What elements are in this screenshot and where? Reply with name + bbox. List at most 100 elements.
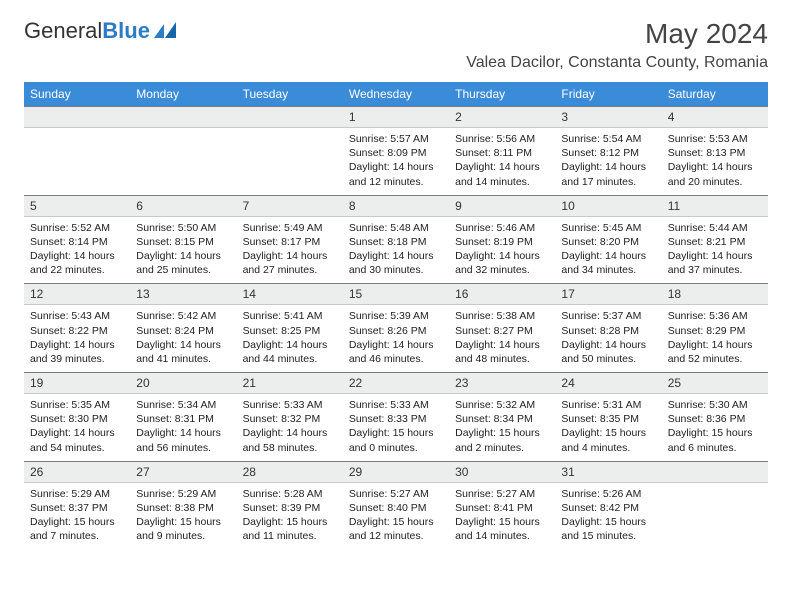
daylight-line: Daylight: 14 hours and 46 minutes.: [349, 338, 443, 366]
day-number: 21: [237, 372, 343, 394]
day-number: 9: [449, 195, 555, 217]
daylight-line: Daylight: 15 hours and 12 minutes.: [349, 515, 443, 543]
sunset-line: Sunset: 8:29 PM: [668, 324, 762, 338]
day-details: Sunrise: 5:26 AMSunset: 8:42 PMDaylight:…: [555, 483, 661, 550]
logo-text-1: General: [24, 18, 102, 44]
day-details: Sunrise: 5:34 AMSunset: 8:31 PMDaylight:…: [130, 394, 236, 461]
empty-day-header: [130, 106, 236, 128]
day-number: 7: [237, 195, 343, 217]
day-details: Sunrise: 5:30 AMSunset: 8:36 PMDaylight:…: [662, 394, 768, 461]
sunrise-line: Sunrise: 5:53 AM: [668, 132, 762, 146]
day-number: 6: [130, 195, 236, 217]
day-number: 17: [555, 283, 661, 305]
sunrise-line: Sunrise: 5:32 AM: [455, 398, 549, 412]
day-number: 28: [237, 461, 343, 483]
daylight-line: Daylight: 15 hours and 9 minutes.: [136, 515, 230, 543]
calendar-cell: 18Sunrise: 5:36 AMSunset: 8:29 PMDayligh…: [662, 283, 768, 372]
weekday-header: Tuesday: [237, 82, 343, 106]
calendar-body: 1Sunrise: 5:57 AMSunset: 8:09 PMDaylight…: [24, 106, 768, 549]
day-details: Sunrise: 5:33 AMSunset: 8:32 PMDaylight:…: [237, 394, 343, 461]
sunrise-line: Sunrise: 5:50 AM: [136, 221, 230, 235]
sunrise-line: Sunrise: 5:45 AM: [561, 221, 655, 235]
day-details: Sunrise: 5:41 AMSunset: 8:25 PMDaylight:…: [237, 305, 343, 372]
day-number: 26: [24, 461, 130, 483]
day-details: Sunrise: 5:48 AMSunset: 8:18 PMDaylight:…: [343, 217, 449, 284]
calendar-row: 5Sunrise: 5:52 AMSunset: 8:14 PMDaylight…: [24, 195, 768, 284]
header: GeneralBlue May 2024 Valea Dacilor, Cons…: [24, 18, 768, 72]
day-details: Sunrise: 5:29 AMSunset: 8:38 PMDaylight:…: [130, 483, 236, 550]
daylight-line: Daylight: 14 hours and 14 minutes.: [455, 160, 549, 188]
sunrise-line: Sunrise: 5:33 AM: [349, 398, 443, 412]
sunrise-line: Sunrise: 5:37 AM: [561, 309, 655, 323]
calendar-cell: 27Sunrise: 5:29 AMSunset: 8:38 PMDayligh…: [130, 461, 236, 550]
day-number: 13: [130, 283, 236, 305]
sunset-line: Sunset: 8:38 PM: [136, 501, 230, 515]
sunrise-line: Sunrise: 5:43 AM: [30, 309, 124, 323]
calendar-cell: 30Sunrise: 5:27 AMSunset: 8:41 PMDayligh…: [449, 461, 555, 550]
day-details: Sunrise: 5:45 AMSunset: 8:20 PMDaylight:…: [555, 217, 661, 284]
daylight-line: Daylight: 14 hours and 58 minutes.: [243, 426, 337, 454]
day-number: 24: [555, 372, 661, 394]
weekday-header: Monday: [130, 82, 236, 106]
sunrise-line: Sunrise: 5:27 AM: [455, 487, 549, 501]
sunset-line: Sunset: 8:18 PM: [349, 235, 443, 249]
sunset-line: Sunset: 8:22 PM: [30, 324, 124, 338]
sunset-line: Sunset: 8:32 PM: [243, 412, 337, 426]
daylight-line: Daylight: 14 hours and 22 minutes.: [30, 249, 124, 277]
logo-text-2: Blue: [102, 18, 150, 44]
sunrise-line: Sunrise: 5:30 AM: [668, 398, 762, 412]
day-details: Sunrise: 5:27 AMSunset: 8:40 PMDaylight:…: [343, 483, 449, 550]
sunrise-line: Sunrise: 5:54 AM: [561, 132, 655, 146]
day-number: 3: [555, 106, 661, 128]
sunrise-line: Sunrise: 5:52 AM: [30, 221, 124, 235]
sunset-line: Sunset: 8:27 PM: [455, 324, 549, 338]
day-details: Sunrise: 5:50 AMSunset: 8:15 PMDaylight:…: [130, 217, 236, 284]
sunset-line: Sunset: 8:35 PM: [561, 412, 655, 426]
day-number: 18: [662, 283, 768, 305]
sunrise-line: Sunrise: 5:29 AM: [136, 487, 230, 501]
calendar-cell: 5Sunrise: 5:52 AMSunset: 8:14 PMDaylight…: [24, 195, 130, 284]
calendar-cell: [237, 106, 343, 195]
calendar-cell: 29Sunrise: 5:27 AMSunset: 8:40 PMDayligh…: [343, 461, 449, 550]
location: Valea Dacilor, Constanta County, Romania: [466, 54, 768, 72]
day-number: 5: [24, 195, 130, 217]
calendar-cell: 15Sunrise: 5:39 AMSunset: 8:26 PMDayligh…: [343, 283, 449, 372]
sunset-line: Sunset: 8:12 PM: [561, 146, 655, 160]
sunset-line: Sunset: 8:28 PM: [561, 324, 655, 338]
day-number: 27: [130, 461, 236, 483]
day-details: Sunrise: 5:31 AMSunset: 8:35 PMDaylight:…: [555, 394, 661, 461]
calendar-cell: 20Sunrise: 5:34 AMSunset: 8:31 PMDayligh…: [130, 372, 236, 461]
daylight-line: Daylight: 14 hours and 48 minutes.: [455, 338, 549, 366]
sunrise-line: Sunrise: 5:41 AM: [243, 309, 337, 323]
calendar-cell: 14Sunrise: 5:41 AMSunset: 8:25 PMDayligh…: [237, 283, 343, 372]
daylight-line: Daylight: 14 hours and 27 minutes.: [243, 249, 337, 277]
sunset-line: Sunset: 8:40 PM: [349, 501, 443, 515]
sunrise-line: Sunrise: 5:42 AM: [136, 309, 230, 323]
sunrise-line: Sunrise: 5:49 AM: [243, 221, 337, 235]
sunset-line: Sunset: 8:33 PM: [349, 412, 443, 426]
daylight-line: Daylight: 14 hours and 20 minutes.: [668, 160, 762, 188]
sunrise-line: Sunrise: 5:35 AM: [30, 398, 124, 412]
calendar-cell: 16Sunrise: 5:38 AMSunset: 8:27 PMDayligh…: [449, 283, 555, 372]
sunrise-line: Sunrise: 5:46 AM: [455, 221, 549, 235]
day-details: Sunrise: 5:32 AMSunset: 8:34 PMDaylight:…: [449, 394, 555, 461]
daylight-line: Daylight: 14 hours and 44 minutes.: [243, 338, 337, 366]
daylight-line: Daylight: 14 hours and 54 minutes.: [30, 426, 124, 454]
sunrise-line: Sunrise: 5:33 AM: [243, 398, 337, 412]
weekday-header: Wednesday: [343, 82, 449, 106]
sunrise-line: Sunrise: 5:26 AM: [561, 487, 655, 501]
calendar-cell: 4Sunrise: 5:53 AMSunset: 8:13 PMDaylight…: [662, 106, 768, 195]
sunset-line: Sunset: 8:42 PM: [561, 501, 655, 515]
sunrise-line: Sunrise: 5:36 AM: [668, 309, 762, 323]
empty-day-header: [662, 461, 768, 483]
calendar-cell: 3Sunrise: 5:54 AMSunset: 8:12 PMDaylight…: [555, 106, 661, 195]
sunrise-line: Sunrise: 5:31 AM: [561, 398, 655, 412]
calendar-table: SundayMondayTuesdayWednesdayThursdayFrid…: [24, 82, 768, 549]
day-details: Sunrise: 5:37 AMSunset: 8:28 PMDaylight:…: [555, 305, 661, 372]
day-number: 11: [662, 195, 768, 217]
sunset-line: Sunset: 8:13 PM: [668, 146, 762, 160]
day-number: 10: [555, 195, 661, 217]
calendar-row: 12Sunrise: 5:43 AMSunset: 8:22 PMDayligh…: [24, 283, 768, 372]
day-details: Sunrise: 5:43 AMSunset: 8:22 PMDaylight:…: [24, 305, 130, 372]
day-details: Sunrise: 5:42 AMSunset: 8:24 PMDaylight:…: [130, 305, 236, 372]
